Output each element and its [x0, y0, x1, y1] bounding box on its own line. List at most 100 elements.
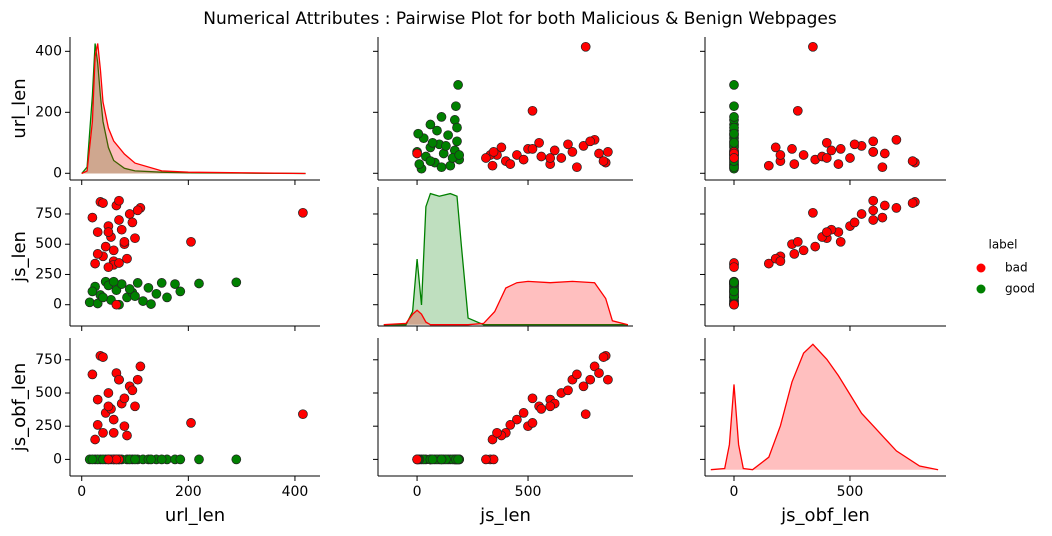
x-tick-label: 0 — [730, 484, 739, 500]
scatter-point — [907, 198, 918, 208]
scatter-point — [412, 454, 422, 465]
scatter-point — [845, 153, 855, 163]
y-axis-label: js_len — [9, 231, 30, 283]
scatter-point — [598, 156, 609, 166]
scatter-point — [114, 374, 124, 385]
scatter-point — [527, 144, 538, 154]
scatter-point — [132, 374, 143, 385]
scatter-point — [146, 299, 156, 309]
scatter-point — [534, 137, 544, 148]
scatter-point — [868, 147, 879, 157]
scatter-point — [808, 207, 818, 218]
scatter-point — [413, 128, 424, 139]
scatter-point — [487, 434, 498, 445]
scatter-point — [729, 277, 739, 288]
x-axis-label: url_len — [165, 505, 225, 526]
scatter-point — [414, 159, 425, 169]
scatter-point — [891, 134, 902, 145]
scatter-point — [556, 153, 567, 163]
scatter-point — [122, 253, 132, 264]
scatter-point — [441, 141, 451, 151]
scatter-point — [487, 160, 498, 171]
scatter-point — [425, 119, 436, 130]
scatter-point — [536, 404, 547, 414]
scatter-point — [536, 151, 547, 162]
scatter-point — [175, 454, 186, 465]
x-tick-label: 400 — [282, 484, 309, 500]
kde-line — [383, 280, 629, 326]
y-tick-label: 250 — [35, 266, 62, 282]
scatter-point — [907, 156, 918, 166]
scatter-point — [729, 80, 739, 90]
scatter-point — [114, 258, 124, 268]
scatter-point — [567, 147, 578, 157]
scatter-point — [589, 361, 600, 372]
chart-title: Numerical Attributes : Pairwise Plot for… — [203, 9, 837, 29]
scatter-point — [808, 41, 818, 52]
scatter-point — [90, 434, 100, 445]
scatter-point — [87, 454, 98, 465]
scatter-point — [856, 209, 867, 219]
scatter-point — [821, 153, 832, 163]
scatter-point — [103, 401, 114, 412]
scatter-point — [453, 454, 463, 465]
y-tick-label: 0 — [53, 297, 62, 313]
kde-area — [710, 344, 939, 470]
scatter-point — [116, 279, 127, 289]
kde-line — [710, 343, 939, 471]
panel: 0 200 400 0 250 500 750 — [35, 338, 320, 500]
scatter-point — [549, 145, 560, 156]
scatter-point — [879, 200, 890, 211]
scatter-point — [891, 203, 902, 213]
x-tick-label: 0 — [77, 484, 86, 500]
scatter-point — [879, 148, 890, 159]
scatter-point — [877, 212, 888, 223]
scatter-point — [729, 112, 739, 122]
scatter-point — [770, 142, 781, 153]
scatter-point — [505, 159, 516, 169]
scatter-point — [453, 80, 463, 90]
scatter-point — [481, 454, 491, 465]
scatter-point — [594, 368, 604, 378]
scatter-point — [231, 454, 242, 465]
scatter-point — [496, 142, 507, 153]
legend-label: good — [1005, 282, 1035, 296]
scatter-point — [792, 105, 803, 116]
scatter-point — [868, 136, 879, 147]
scatter-point — [545, 153, 556, 163]
scatter-point — [451, 101, 461, 112]
scatter-point — [427, 137, 438, 148]
scatter-point — [505, 420, 516, 430]
scatter-point — [432, 125, 442, 136]
scatter-point — [151, 288, 162, 299]
scatter-point — [119, 421, 130, 432]
scatter-point — [194, 454, 204, 465]
scatter-point — [103, 227, 114, 237]
scatter-point — [298, 207, 308, 218]
scatter-point — [135, 361, 146, 372]
scatter-point — [122, 430, 132, 441]
scatter-point — [452, 136, 462, 147]
scatter-point — [527, 105, 538, 116]
scatter-point — [792, 236, 803, 247]
scatter-point — [124, 209, 135, 219]
scatter-point — [108, 427, 119, 438]
scatter-point — [481, 153, 491, 163]
y-tick-label: 400 — [35, 43, 62, 59]
scatter-point — [488, 147, 499, 157]
scatter-point — [156, 278, 167, 288]
scatter-point — [868, 195, 879, 206]
scatter-point — [810, 241, 821, 252]
scatter-point — [92, 394, 103, 405]
legend-marker — [976, 284, 986, 294]
scatter-point — [138, 296, 148, 306]
scatter-point — [877, 162, 888, 173]
scatter-point — [775, 256, 786, 267]
scatter-point — [578, 141, 589, 151]
scatter-point — [452, 122, 462, 133]
y-tick-label: 500 — [35, 385, 62, 401]
x-tick-label: 500 — [515, 484, 542, 500]
scatter-point — [729, 101, 739, 112]
scatter-point — [298, 409, 308, 420]
scatter-point — [454, 150, 465, 160]
